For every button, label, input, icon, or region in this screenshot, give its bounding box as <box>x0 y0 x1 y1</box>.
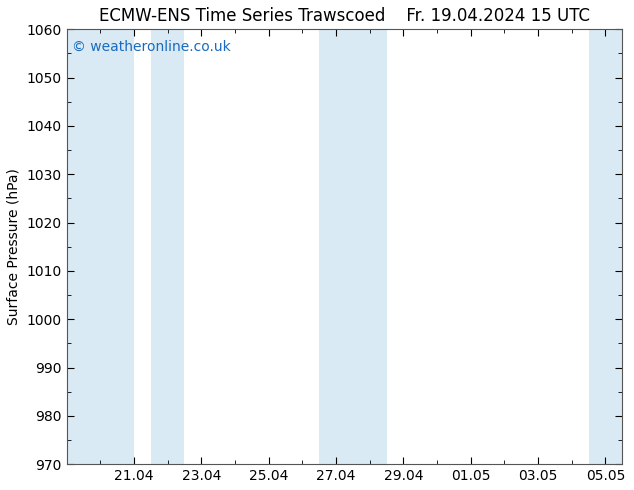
Bar <box>67 29 134 464</box>
Title: ECMW-ENS Time Series Trawscoed    Fr. 19.04.2024 15 UTC: ECMW-ENS Time Series Trawscoed Fr. 19.04… <box>99 7 590 25</box>
Y-axis label: Surface Pressure (hPa): Surface Pressure (hPa) <box>7 168 21 325</box>
Bar <box>319 29 387 464</box>
Bar <box>151 29 184 464</box>
Bar <box>588 29 622 464</box>
Text: © weatheronline.co.uk: © weatheronline.co.uk <box>72 40 231 54</box>
